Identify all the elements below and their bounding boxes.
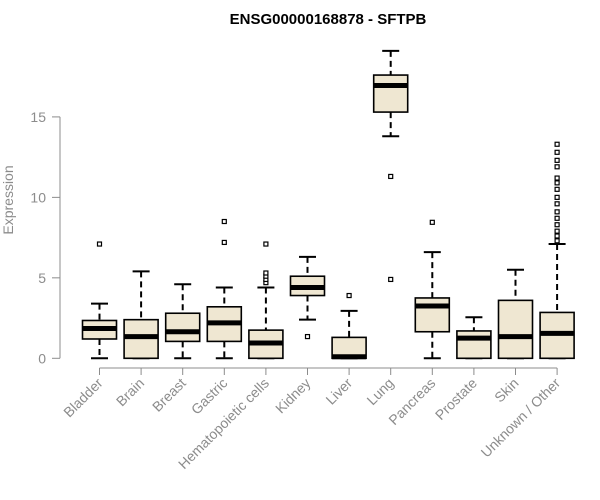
x-tick-label: Breast: [149, 375, 189, 415]
outlier-point: [554, 186, 560, 192]
x-tick-label: Lung: [363, 375, 396, 408]
x-tick-label: Prostate: [432, 375, 480, 423]
outlier-point: [554, 238, 560, 244]
box-skin: [497, 268, 534, 360]
outlier-point: [221, 218, 227, 225]
outlier-point: [554, 175, 560, 181]
outlier-point: [429, 219, 435, 225]
x-tick-label: Unknown / Other: [478, 375, 564, 461]
outlier-point: [554, 228, 560, 234]
outlier-point: [554, 164, 560, 170]
box-hematopoietic-cells: [248, 241, 284, 360]
outlier-point: [388, 276, 394, 283]
outlier-point: [221, 239, 227, 246]
outlier-point: [554, 222, 560, 228]
x-tick-label: Kidney: [272, 375, 314, 417]
y-tick-label: 15: [30, 109, 46, 125]
outlier-point: [263, 270, 269, 276]
outlier-point: [554, 209, 560, 215]
x-tick-label: Brain: [113, 375, 147, 409]
box-liver: [331, 292, 367, 360]
outlier-point: [554, 201, 560, 207]
box-bladder: [81, 241, 118, 360]
y-axis-label: Expression: [0, 165, 16, 234]
outlier-point: [554, 215, 560, 221]
x-tick-label: Bladder: [60, 375, 106, 421]
outlier-point: [554, 194, 560, 200]
box-brain: [123, 270, 159, 360]
box-breast: [164, 283, 201, 360]
box-pancreas: [414, 219, 451, 360]
y-tick-label: 10: [30, 189, 46, 205]
box-gastric: [206, 218, 243, 360]
box-iqr: [372, 74, 409, 113]
x-tick-label: Skin: [491, 375, 522, 406]
box-kidney: [289, 255, 326, 340]
chart-title: ENSG00000168878 - SFTPB: [230, 11, 427, 28]
outlier-point: [554, 141, 560, 147]
box-iqr: [414, 297, 451, 333]
box-iqr: [497, 299, 534, 360]
outlier-point: [554, 233, 560, 239]
outlier-point: [96, 241, 103, 247]
y-tick-label: 0: [38, 350, 46, 366]
box-prostate: [456, 316, 492, 360]
outlier-point: [263, 241, 269, 247]
outlier-point: [346, 292, 352, 299]
box-iqr: [456, 330, 492, 360]
outlier-point: [554, 149, 560, 155]
outlier-point: [554, 180, 560, 186]
box-iqr: [164, 312, 201, 343]
outlier-point: [388, 173, 394, 180]
y-tick-label: 5: [38, 270, 46, 286]
box-unknown-other: [539, 141, 575, 360]
y-axis: 0 5 10 15: [30, 109, 61, 366]
boxes-group: [81, 49, 575, 360]
box-lung: [372, 49, 409, 283]
outlier-point: [554, 157, 560, 163]
x-tick-label: Liver: [322, 375, 355, 408]
outlier-point: [304, 333, 311, 340]
